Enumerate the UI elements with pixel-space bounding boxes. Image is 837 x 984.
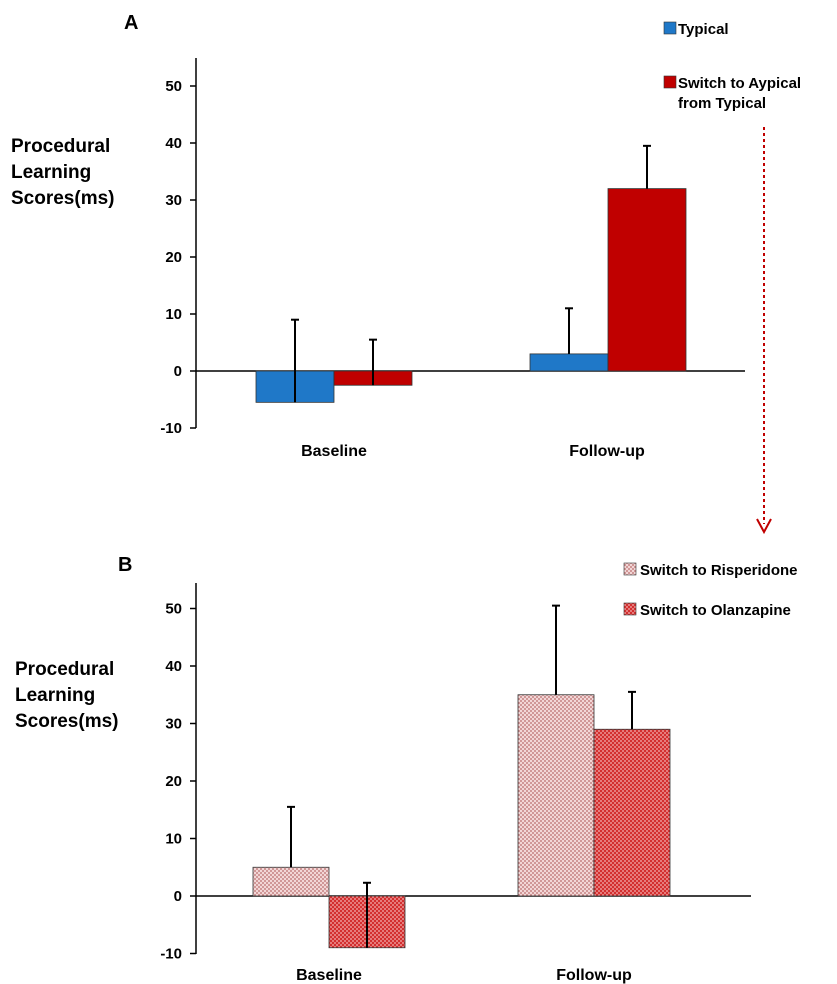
dotted-arrow xyxy=(756,127,772,535)
panel-a-ytick-label: 0 xyxy=(174,363,182,380)
panel-a-ytick-label: 30 xyxy=(165,192,182,209)
panel-a-ytick-label: 10 xyxy=(165,306,182,323)
panel-b-ylabel-line-3: Scores(ms) xyxy=(15,711,119,732)
panel-b-ytick-label: 50 xyxy=(165,601,182,618)
panel-a-ytick-label: 20 xyxy=(165,249,182,266)
legend-label-typical: Typical xyxy=(678,21,729,38)
panel-a-ytick-label: -10 xyxy=(160,420,182,437)
panel-b-legend: Switch to Risperidone Switch to Olanzapi… xyxy=(623,562,798,619)
panel-b-bar-series-0-cat-1 xyxy=(517,694,595,897)
panel-b-ytick-label: 20 xyxy=(165,773,182,790)
legend-swatch-olanzapine xyxy=(623,602,637,616)
panel-a-legend: Typical Switch to Aypical from Typical xyxy=(663,21,801,112)
panel-b-ytick-label: 10 xyxy=(165,831,182,848)
panel-a-category-follow-up: Follow-up xyxy=(569,443,645,460)
panel-b-ytick-label: 40 xyxy=(165,658,182,675)
panel-a: A Procedural Learning Scores(ms) -10 0 10 2… xyxy=(11,12,801,460)
panel-b-bar-series-1-cat-1 xyxy=(593,728,671,897)
legend-label-switch-atypical-line-2: from Typical xyxy=(678,95,766,112)
panel-a-ytick-label: 40 xyxy=(165,135,182,152)
panel-b-category-follow-up: Follow-up xyxy=(556,967,632,984)
panel-b-bar-series-0-cat-0 xyxy=(252,866,330,897)
panel-a-ylabel-line-1: Procedural xyxy=(11,136,110,157)
panel-a-ytick-label: 50 xyxy=(165,78,182,95)
legend-label-risperidone: Switch to Risperidone xyxy=(640,562,798,579)
panel-b-ylabel-line-1: Procedural xyxy=(15,659,114,680)
panel-a-bar-series-0-cat-1 xyxy=(529,353,609,372)
panel-b-ylabel-line-2: Learning xyxy=(15,685,95,706)
panel-b-ytick-label: 0 xyxy=(174,888,182,905)
panel-b-category-baseline: Baseline xyxy=(296,967,362,984)
panel-b-ytick-label: 30 xyxy=(165,716,182,733)
legend-swatch-risperidone xyxy=(623,562,637,576)
panel-letter-a: A xyxy=(124,12,138,34)
panel-letter-b: B xyxy=(118,554,132,576)
panel-a-ylabel-line-2: Learning xyxy=(11,162,91,183)
panel-a-category-baseline: Baseline xyxy=(301,443,367,460)
panel-b-ytick-label: -10 xyxy=(160,946,182,963)
panel-a-bar-series-1-cat-1 xyxy=(607,188,687,372)
panel-a-ylabel-line-3: Scores(ms) xyxy=(11,188,115,209)
panel-b: B Procedural Learning Scores(ms) -10 0 10 2… xyxy=(15,554,798,984)
legend-label-switch-atypical-line-1: Switch to Aypical xyxy=(678,75,801,92)
legend-swatch-typical xyxy=(663,21,677,35)
legend-label-olanzapine: Switch to Olanzapine xyxy=(640,602,791,619)
legend-swatch-switch-atypical xyxy=(663,75,677,89)
